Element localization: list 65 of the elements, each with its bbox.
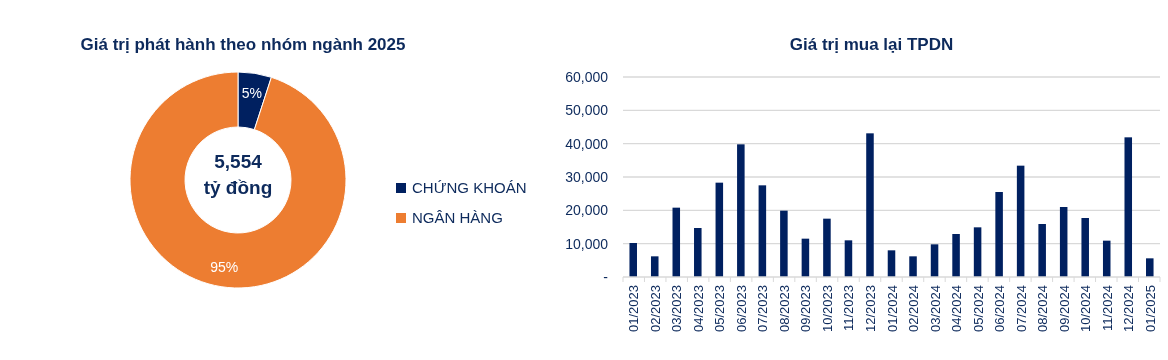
bar <box>930 244 939 277</box>
bar <box>801 238 810 277</box>
x-tick-label: 09/2024 <box>1056 285 1072 332</box>
x-tick-label: 04/2024 <box>949 285 965 332</box>
legend-label: NGÂN HÀNG <box>412 209 503 226</box>
chart-title: Giá trị phát hành theo nhóm ngành 2025 <box>80 35 406 54</box>
x-tick-label: 01/2023 <box>626 285 642 332</box>
bar <box>672 207 681 277</box>
x-tick-label: 05/2024 <box>970 285 986 332</box>
bar <box>952 234 960 277</box>
bar <box>629 243 637 277</box>
x-tick-label: 06/2023 <box>733 285 749 332</box>
y-tick-label: 40,000 <box>565 135 609 152</box>
bar <box>737 144 745 277</box>
chart-title: Giá trị mua lại TPDN <box>789 35 954 54</box>
bar <box>887 250 896 277</box>
x-tick-label: 05/2023 <box>712 285 728 332</box>
data-label: 95% <box>210 259 239 276</box>
bar <box>995 192 1003 277</box>
bar <box>909 256 917 277</box>
x-tick-label: 11/2024 <box>1099 285 1115 332</box>
bar <box>973 227 982 277</box>
x-tick-label: 07/2023 <box>755 285 771 332</box>
legend-label: CHỨNG KHOÁN <box>412 179 527 196</box>
bar <box>823 218 831 277</box>
bar <box>715 182 724 277</box>
bar <box>1016 165 1025 277</box>
x-tick-label: 10/2023 <box>819 285 835 332</box>
y-tick-label: - <box>603 269 609 285</box>
x-tick-label: 01/2024 <box>884 285 900 332</box>
x-tick-label: 08/2024 <box>1035 285 1051 332</box>
y-tick-label: 20,000 <box>565 202 609 219</box>
x-tick-label: 04/2023 <box>690 285 706 332</box>
bar <box>844 240 853 277</box>
text: 5,554 <box>214 151 263 172</box>
x-tick-label: 07/2024 <box>1013 285 1029 332</box>
bar <box>1038 224 1046 277</box>
bar <box>1059 207 1068 277</box>
y-tick-label: 50,000 <box>565 102 609 119</box>
y-tick-label: 10,000 <box>565 235 609 252</box>
x-tick-label: 08/2023 <box>776 285 792 332</box>
x-tick-label: 02/2024 <box>906 285 922 332</box>
y-tick-label: 30,000 <box>565 169 609 185</box>
x-tick-label: 06/2024 <box>992 285 1008 332</box>
x-tick-label: 10/2024 <box>1078 285 1094 332</box>
x-tick-label: 01/2025 <box>1142 285 1158 332</box>
x-tick-label: 12/2024 <box>1121 285 1137 332</box>
data-label: 5% <box>241 84 262 101</box>
x-tick-label: 09/2023 <box>798 285 814 332</box>
bar <box>650 256 659 277</box>
y-tick-label: 60,000 <box>565 69 609 85</box>
bar <box>758 185 767 277</box>
bar <box>694 228 702 277</box>
bar <box>1146 258 1154 277</box>
text: tỷ đồng <box>203 177 273 198</box>
bar <box>1081 218 1089 277</box>
bar <box>866 133 874 277</box>
bar <box>780 210 788 277</box>
bar <box>1124 137 1133 277</box>
x-tick-label: 03/2024 <box>927 285 943 332</box>
x-tick-label: 03/2023 <box>669 285 685 332</box>
x-tick-label: 12/2023 <box>862 285 878 332</box>
x-tick-label: 11/2023 <box>841 285 857 332</box>
x-tick-label: 02/2023 <box>647 285 663 332</box>
donut-slice <box>129 71 347 289</box>
